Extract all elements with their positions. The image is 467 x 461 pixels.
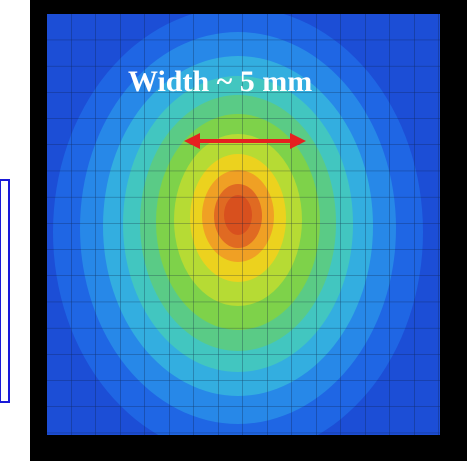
width-arrow — [184, 133, 306, 149]
annotation: Width ~ 5 mm — [128, 65, 312, 98]
side-frame — [0, 179, 10, 403]
